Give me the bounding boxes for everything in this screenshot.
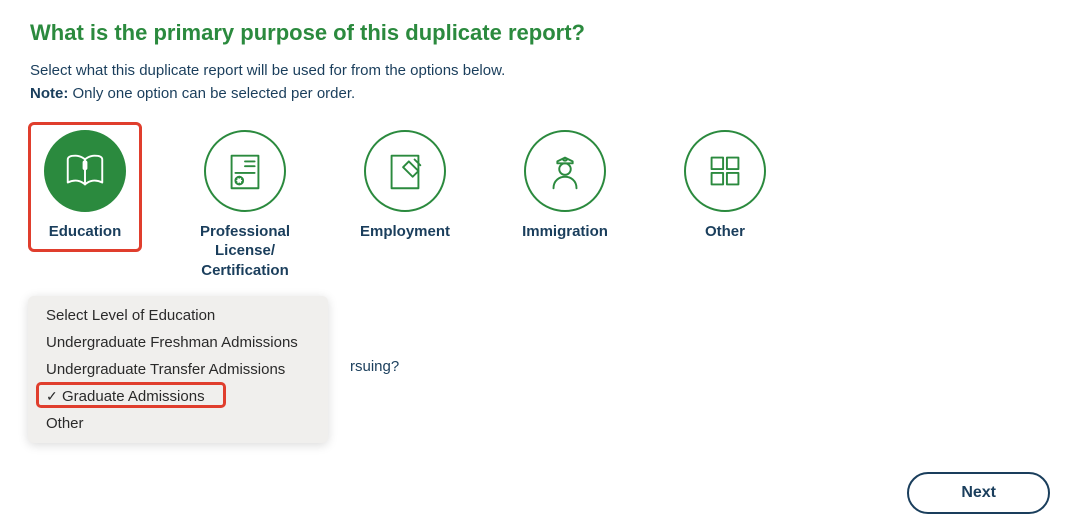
option-label: Employment (360, 222, 450, 242)
option-label: Education (49, 222, 122, 242)
option-circle (684, 130, 766, 212)
grid-icon (702, 148, 748, 194)
dropdown-item-select-level[interactable]: Select Level of Education (28, 302, 328, 329)
dropdown-item-undergrad-freshman[interactable]: Undergraduate Freshman Admissions (28, 329, 328, 356)
instruction-text: Select what this duplicate report will b… (30, 60, 1050, 83)
book-icon (62, 148, 108, 194)
dropdown-item-label: Other (46, 415, 84, 432)
purpose-options-row: Education Professional License/ Certific… (30, 130, 1050, 281)
dropdown-item-other[interactable]: Other (28, 410, 328, 437)
note-body: Only one option can be selected per orde… (68, 85, 355, 102)
option-circle (364, 130, 446, 212)
option-label: Immigration (522, 222, 608, 242)
dropdown-item-graduate[interactable]: Graduate Admissions (28, 383, 328, 410)
next-button[interactable]: Next (907, 472, 1050, 514)
option-employment[interactable]: Employment (350, 130, 460, 242)
option-education[interactable]: Education (30, 130, 140, 242)
option-label: Professional License/ Certification (190, 222, 300, 281)
education-level-dropdown[interactable]: Select Level of Education Undergraduate … (28, 296, 328, 443)
dropdown-item-label: Undergraduate Freshman Admissions (46, 334, 298, 351)
officer-icon (542, 148, 588, 194)
dropdown-item-label: Graduate Admissions (62, 388, 205, 405)
certificate-icon (222, 148, 268, 194)
dropdown-item-label: Undergraduate Transfer Admissions (46, 361, 285, 378)
note-text: Note: Only one option can be selected pe… (30, 85, 1050, 102)
option-circle (44, 130, 126, 212)
option-label: Other (705, 222, 745, 242)
document-edit-icon (382, 148, 428, 194)
option-immigration[interactable]: Immigration (510, 130, 620, 242)
dropdown-item-label: Select Level of Education (46, 307, 215, 324)
note-label: Note: (30, 85, 68, 102)
option-circle (524, 130, 606, 212)
dropdown-item-undergrad-transfer[interactable]: Undergraduate Transfer Admissions (28, 356, 328, 383)
option-other[interactable]: Other (670, 130, 780, 242)
option-professional-license[interactable]: Professional License/ Certification (190, 130, 300, 281)
page-heading: What is the primary purpose of this dupl… (30, 20, 1050, 46)
partial-question-text: rsuing? (350, 358, 399, 375)
option-circle (204, 130, 286, 212)
